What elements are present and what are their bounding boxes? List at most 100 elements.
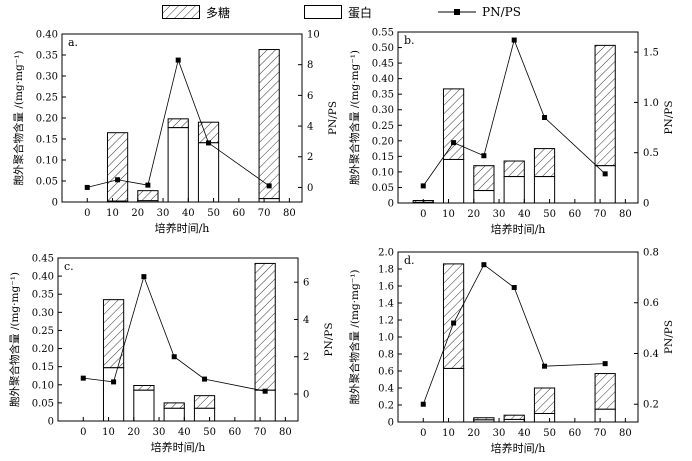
y2-tick-label-d-0: 0.2 [643, 400, 659, 411]
chart-panel-d: 0 10 20 30 40 50 60 70 80 0 0.2 0.4 0.6 0.8 1.0 1.2 1.4 1… [348, 248, 675, 456]
panel-label-b: b. [404, 34, 415, 47]
x-tick-label-c-1: 10 [102, 427, 115, 438]
ratio-point-b-0 [420, 183, 426, 189]
legend-item-polysaccharide: 多糖 [162, 3, 230, 21]
y-tick-label-b-4: 0.20 [372, 136, 394, 147]
bar-polysaccharide-a-3 [197, 121, 220, 144]
x-tick-label-a-6: 60 [232, 208, 245, 219]
x-tick-label-a-0: 0 [84, 208, 90, 219]
ratio-point-b-3 [511, 37, 517, 43]
y-tick-label-b-9: 0.45 [372, 59, 394, 70]
x-tick-label-c-8: 80 [279, 427, 292, 438]
y-tick-label-b-5: 0.25 [372, 121, 394, 132]
y2-axis-title-b: PN/PS [663, 100, 675, 134]
ratio-point-d-5 [602, 361, 608, 367]
ratio-line-c [83, 275, 266, 392]
ratio-point-b-2 [481, 153, 487, 159]
bar-polysaccharide-d-2 [503, 414, 525, 420]
ratio-point-a-4 [206, 140, 212, 146]
x-tick-label-d-2: 20 [467, 428, 480, 439]
plot-frame-b [397, 31, 639, 204]
bar-protein-a-4 [258, 198, 280, 203]
bar-protein-c-0 [102, 367, 125, 422]
ratio-point-b-1 [451, 140, 457, 146]
y2-tick-label-b-2: 1.0 [643, 98, 659, 109]
bar-protein-a-2 [167, 127, 189, 203]
bar-polysaccharide-a-4 [258, 49, 280, 200]
panel-label-a: a. [68, 36, 78, 49]
x-tick-label-d-8: 80 [619, 428, 632, 439]
ratio-point-d-4 [542, 363, 548, 369]
x-tick-label-d-7: 70 [594, 428, 607, 439]
bar-protein-c-1 [133, 389, 155, 422]
ratio-point-a-2 [145, 182, 151, 188]
y-tick-label-c-6: 0.30 [32, 308, 54, 319]
x-tick-label-a-8: 80 [283, 208, 296, 219]
legend-label-ratio: PN/PS [482, 5, 521, 19]
bar-polysaccharide-c-3 [193, 395, 216, 409]
y2-tick-label-b-3: 1.5 [643, 48, 659, 59]
bar-polysaccharide-c-1 [133, 385, 155, 391]
bar-polysaccharide-c-4 [254, 262, 276, 391]
ratio-point-c-2 [141, 274, 147, 280]
y2-tick-label-a-1: 2 [307, 152, 313, 163]
x-tick-label-c-7: 70 [254, 427, 267, 438]
y-tick-label-c-3: 0.15 [32, 362, 54, 373]
x-axis-title-a: 培养时间/h [155, 221, 210, 235]
x-tick-label-a-2: 20 [131, 208, 144, 219]
ratio-point-a-3 [175, 57, 181, 63]
y-tick-label-a-7: 0.35 [36, 51, 58, 62]
y-tick-label-c-9: 0.45 [32, 254, 54, 265]
bar-protein-c-4 [254, 389, 276, 422]
x-tick-label-a-3: 30 [157, 208, 170, 219]
ratio-point-c-3 [171, 354, 177, 360]
x-tick-label-b-6: 60 [568, 209, 581, 220]
x-tick-label-d-5: 50 [543, 428, 556, 439]
x-axis-title-c: 培养时间/h [151, 440, 206, 454]
y-tick-label-d-2: 0.4 [378, 384, 394, 395]
y2-tick-label-c-3: 6 [303, 278, 309, 289]
legend-item-ratio: PN/PS [438, 3, 521, 21]
y2-tick-label-c-1: 2 [303, 352, 309, 363]
bar-protein-b-4 [533, 176, 556, 204]
y-tick-label-a-3: 0.15 [36, 135, 58, 146]
bar-protein-c-2 [163, 407, 185, 422]
chart-legend: 多糖 蛋白 PN/PS [0, 0, 692, 24]
ratio-point-d-2 [481, 262, 487, 268]
chart-panel-a: 0 10 20 30 40 50 60 70 8000.050.100.150.200.250.… [12, 30, 339, 236]
legend-swatch-polysaccharide [162, 5, 200, 19]
bar-protein-b-2 [473, 190, 495, 204]
x-tick-label-b-0: 0 [420, 209, 426, 220]
x-axis-title-b: 培养时间/h [491, 222, 546, 236]
y2-axis-title-c: PN/PS [323, 322, 335, 356]
x-tick-label-b-7: 70 [594, 209, 607, 220]
y-tick-label-a-5: 0.25 [36, 93, 58, 104]
ratio-point-b-4 [542, 115, 548, 120]
chart-panel-b: 0 10 20 30 40 50 60 70 80 0 0.05 0.10 0.15 0.20 0.25 0.… [348, 28, 675, 237]
x-tick-label-a-4: 40 [182, 208, 195, 219]
bar-polysaccharide-d-3 [533, 387, 556, 414]
ratio-point-d-0 [420, 401, 426, 407]
bar-polysaccharide-b-3 [503, 160, 525, 178]
y2-tick-label-a-4: 8 [307, 60, 313, 71]
y2-tick-label-d-3: 0.8 [643, 248, 659, 259]
y2-tick-label-d-1: 0.4 [643, 349, 659, 360]
y-tick-label-a-0: 0 [52, 198, 58, 209]
legend-label-protein: 蛋白 [348, 5, 373, 20]
bar-protein-b-1 [442, 158, 465, 204]
y-tick-label-c-0: 0 [48, 417, 54, 428]
bar-polysaccharide-a-2 [167, 118, 189, 129]
y-tick-label-d-1: 0.2 [378, 401, 394, 412]
y2-axis-title-a: PN/PS [327, 101, 339, 135]
legend-item-protein: 蛋白 [304, 3, 372, 21]
y2-tick-label-c-0: 0 [303, 389, 309, 400]
y-axis-title-a: 胞外聚合物含量 /(mg·mg⁻¹) [12, 50, 25, 185]
x-tick-label-b-8: 80 [619, 209, 632, 220]
y-tick-label-d-8: 1.6 [378, 282, 394, 293]
ratio-point-d-1 [451, 320, 457, 326]
y2-tick-label-a-0: 0 [307, 183, 313, 194]
x-tick-label-b-5: 50 [543, 209, 556, 220]
x-tick-label-c-0: 0 [80, 427, 86, 438]
x-axis-title-d: 培养时间/h [491, 441, 546, 455]
y-tick-label-d-6: 1.2 [378, 316, 394, 327]
